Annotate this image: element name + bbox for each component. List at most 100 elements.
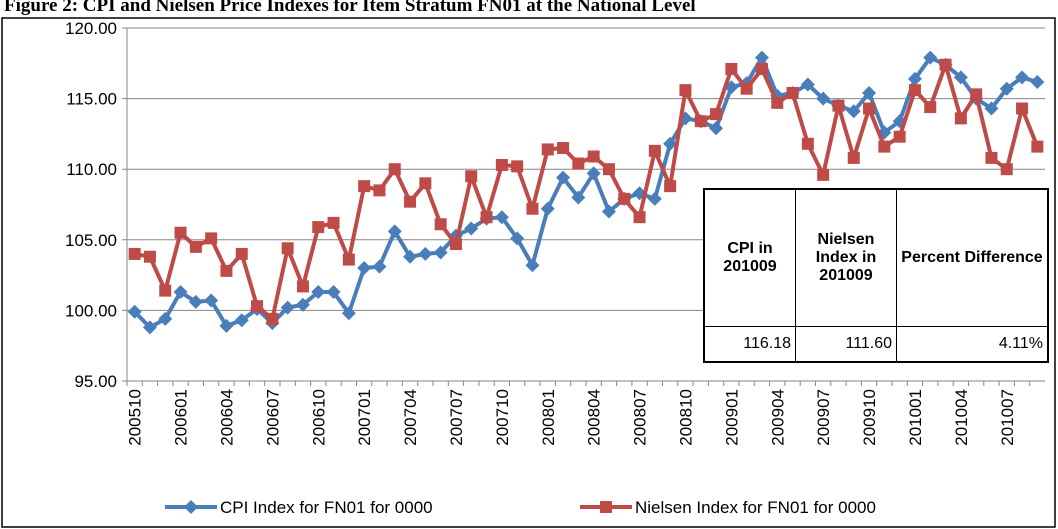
point [142,320,157,335]
point [388,163,401,176]
point [511,160,524,173]
inset-table: CPI in 201009 Nielsen Index in 201009 Pe… [703,188,1049,363]
point [572,157,585,170]
point [771,96,784,109]
point [970,88,983,101]
point [601,204,616,219]
point [710,108,723,121]
point [557,142,570,155]
y-tick-label: 120.00 [65,19,117,38]
point [312,221,325,234]
point [234,313,249,328]
point [188,294,203,309]
point [280,300,295,315]
point [817,168,830,181]
chart-title: Figure 2: CPI and Nielsen Price Indexes … [4,0,696,16]
point [235,247,248,260]
point [403,249,418,264]
point [1030,74,1045,89]
y-tick-label: 105.00 [65,231,117,250]
point [893,130,906,143]
point [740,82,753,95]
point [725,62,738,75]
x-tick-label: 200610 [309,389,328,446]
legend-marker [600,501,612,513]
x-tick-label: 201007 [998,389,1017,446]
point [679,84,692,97]
table-header-row: CPI in 201009 Nielsen Index in 201009 Pe… [703,188,1049,327]
point [158,311,173,326]
x-tick-label: 200807 [631,389,650,446]
point [832,99,845,112]
point [494,210,509,225]
point [924,101,937,114]
point [358,180,371,193]
x-tick-label: 201001 [906,389,925,446]
point [159,284,172,297]
x-tick-label: 200804 [585,389,604,446]
point [618,192,631,205]
y-tick-label: 110.00 [66,160,117,179]
point [220,264,233,277]
point [327,216,340,229]
table-cell: 4.11% [896,326,1049,363]
point [939,58,952,71]
table-cell: 116.18 [703,326,796,363]
x-tick-label: 200710 [493,389,512,446]
legend-label: Nielsen Index for FN01 for 0000 [635,498,876,517]
point [754,50,769,65]
point [326,285,341,300]
point [449,238,462,251]
point [984,101,999,116]
point [602,163,615,176]
x-tick-label: 200604 [217,389,236,446]
point [357,261,372,276]
point [419,177,432,190]
point [786,86,799,99]
x-tick-label: 201004 [952,389,971,446]
point [404,195,417,208]
point [373,184,386,197]
x-tick-label: 200907 [814,389,833,446]
point [816,91,831,106]
point [863,102,876,115]
point [251,300,264,313]
point [205,232,218,245]
point [174,226,187,239]
point [953,70,968,85]
point [510,231,525,246]
point [801,137,814,150]
table-value-row: 116.18 111.60 4.11% [703,326,1049,363]
point [586,166,601,181]
point [480,211,493,224]
point [1000,163,1013,176]
point [648,144,661,157]
table-header: CPI in 201009 [703,188,796,327]
point [800,77,815,92]
x-tick-label: 200701 [355,389,374,446]
y-tick-label: 115.00 [66,90,117,109]
point [281,242,294,255]
point [647,191,662,206]
x-tick-label: 200904 [768,389,787,446]
point [434,218,447,231]
point [387,224,402,239]
point [433,245,448,260]
point [342,253,355,266]
point [633,211,646,224]
point [907,71,922,86]
point [999,81,1014,96]
y-tick-label: 100.00 [65,301,117,320]
point [663,136,678,151]
point [923,50,938,65]
point [418,246,433,261]
point [587,150,600,163]
x-tick-label: 200510 [126,389,145,446]
point [525,258,540,273]
point [556,170,571,185]
legend-label: CPI Index for FN01 for 0000 [220,498,433,517]
point [341,306,356,321]
point [847,151,860,164]
point [464,221,479,236]
